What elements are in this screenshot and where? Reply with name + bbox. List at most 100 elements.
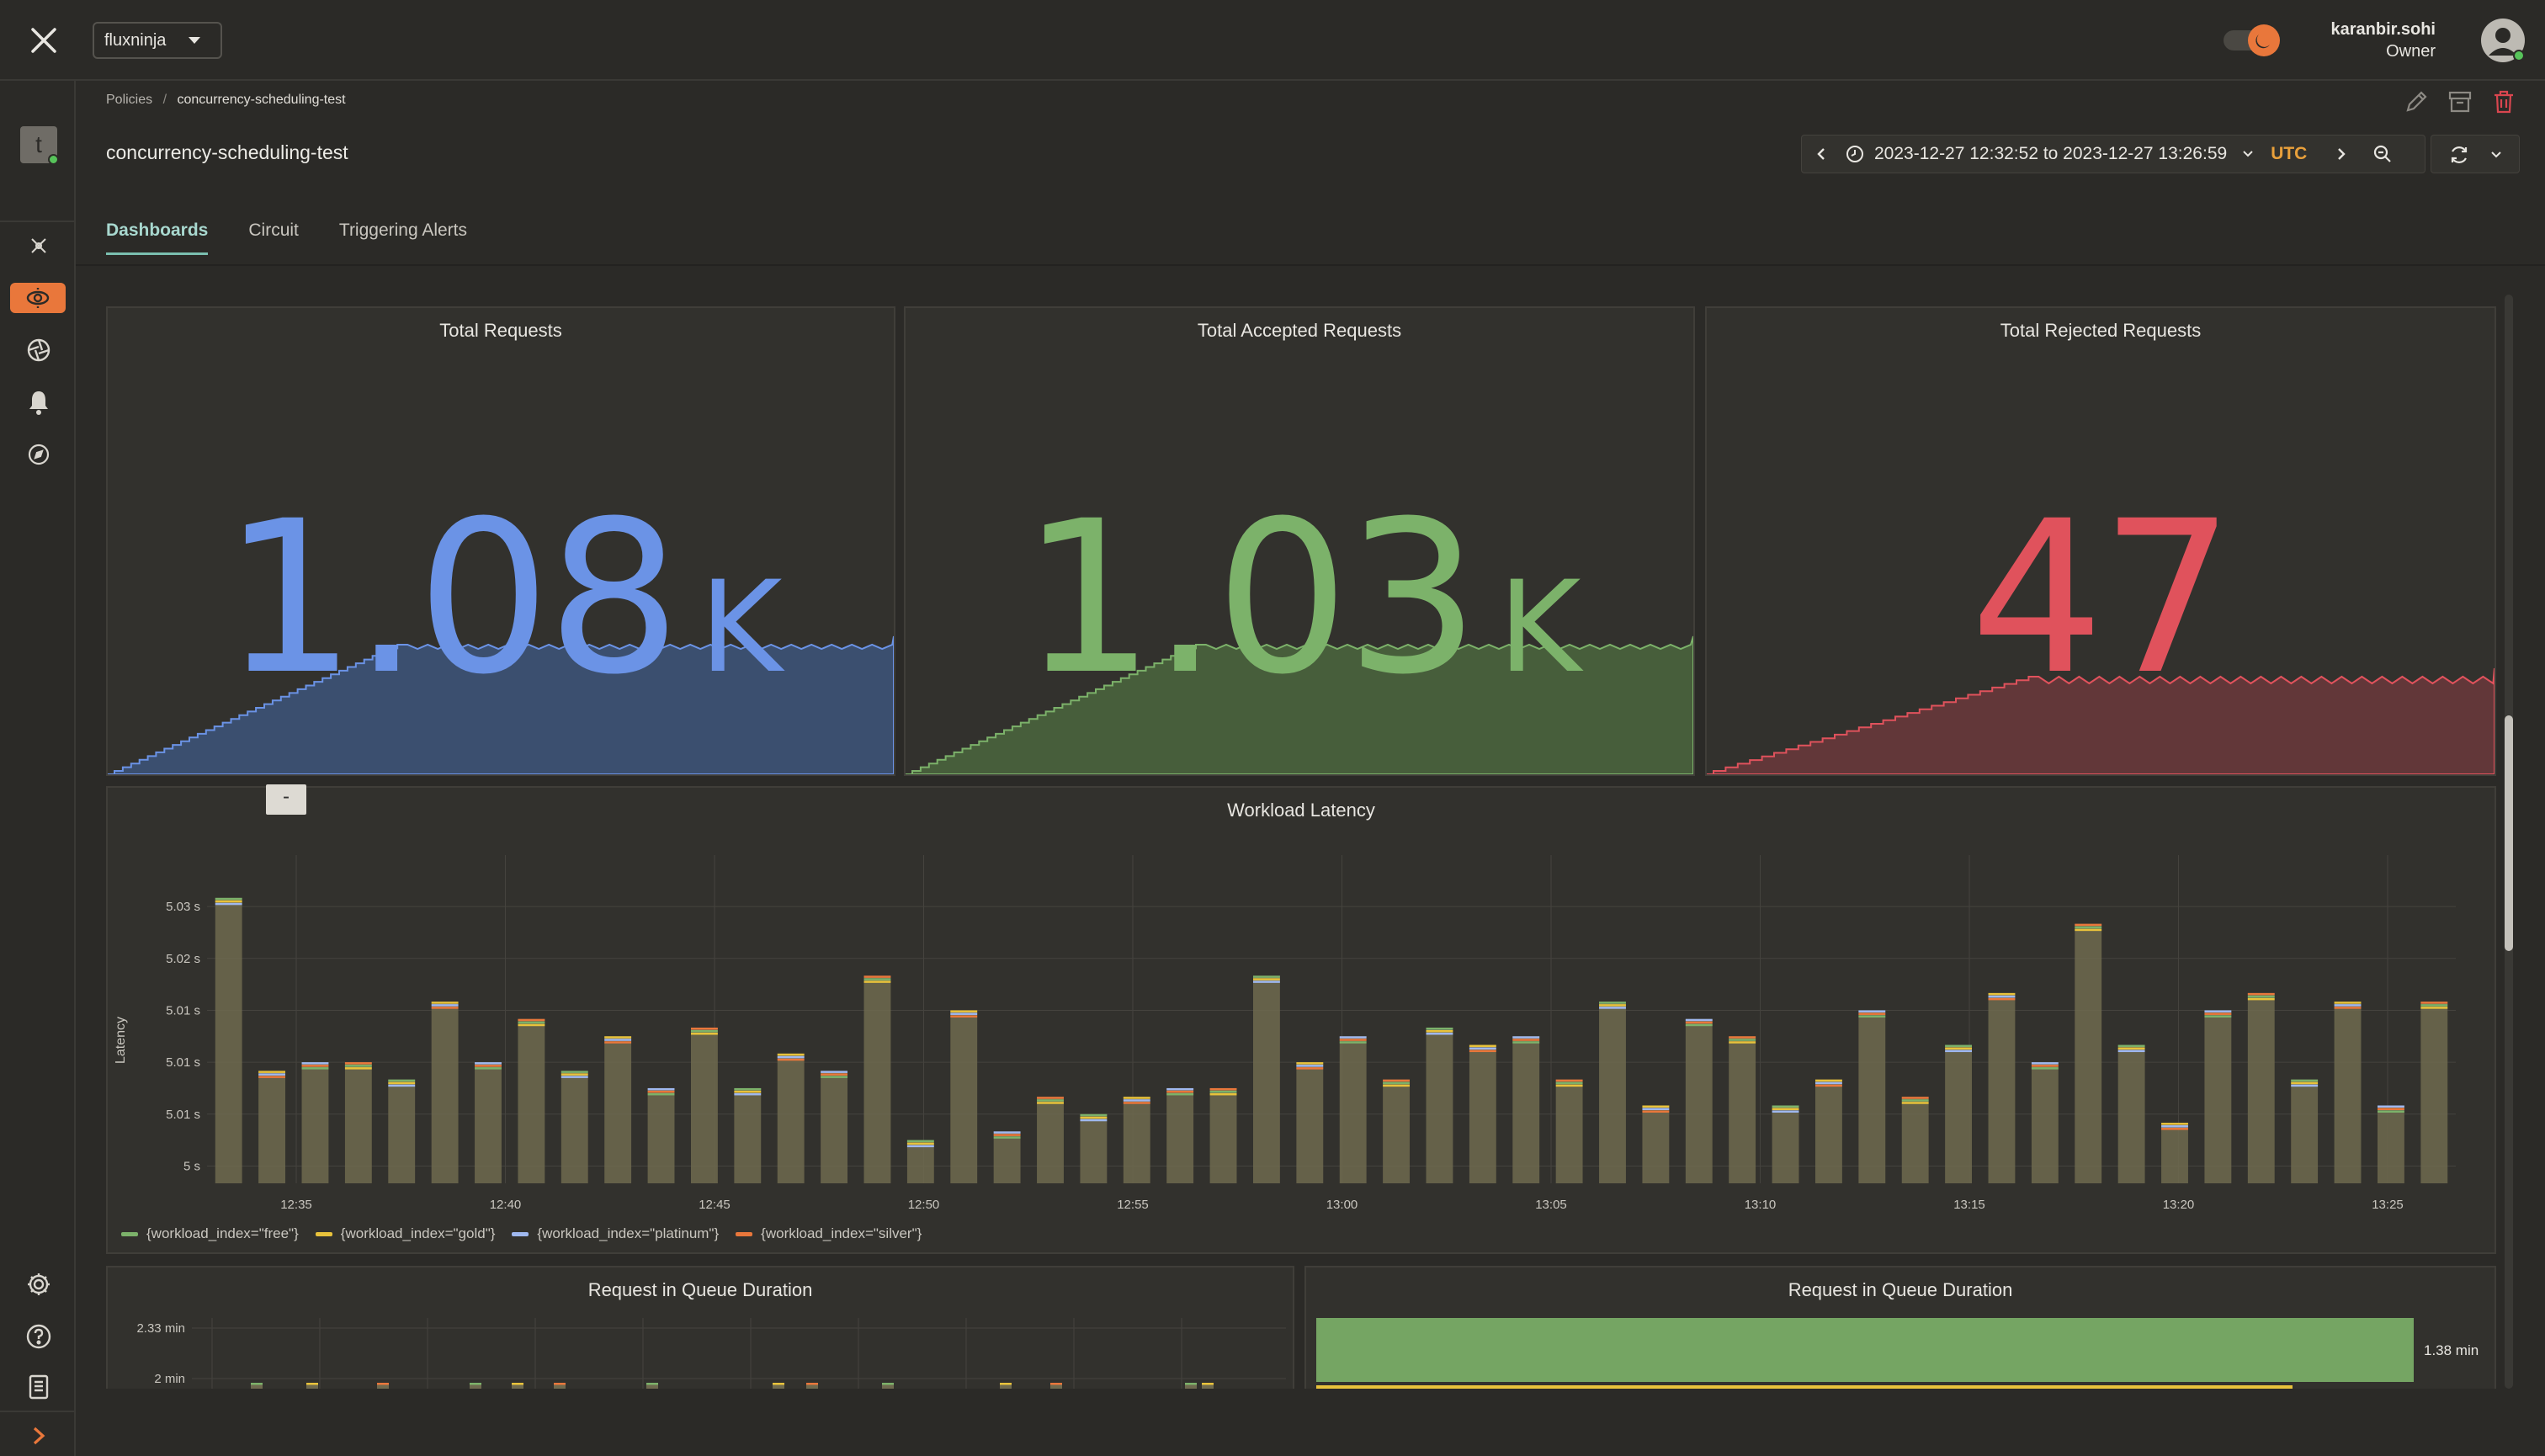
user-role: Owner xyxy=(2386,42,2436,61)
latency-bar[interactable] xyxy=(1599,1002,1626,1183)
latency-bar[interactable] xyxy=(1945,1044,1973,1183)
latency-bar[interactable] xyxy=(344,1062,372,1183)
queue-bar-free xyxy=(1316,1318,2414,1382)
delete-icon[interactable] xyxy=(2491,89,2516,114)
legend-item-free[interactable]: {workload_index="free"} xyxy=(121,1225,299,1242)
latency-bar[interactable] xyxy=(2204,1010,2232,1183)
queue-bar-chart: 1.38 min xyxy=(1316,1318,2479,1389)
latency-bar[interactable] xyxy=(1512,1036,1540,1183)
latency-bar[interactable] xyxy=(2075,923,2102,1183)
latency-bar[interactable] xyxy=(301,1062,329,1183)
latency-bar[interactable] xyxy=(1901,1097,1929,1183)
collapse-button[interactable]: - xyxy=(266,784,306,815)
latency-bar[interactable] xyxy=(2377,1105,2404,1184)
legend-item-silver[interactable]: {workload_index="silver"} xyxy=(736,1225,922,1242)
latency-bar[interactable] xyxy=(388,1079,416,1183)
sidebar-item-help[interactable] xyxy=(20,1320,57,1353)
online-status-icon xyxy=(2513,50,2525,61)
org-select[interactable]: fluxninja xyxy=(93,22,222,59)
latency-bar[interactable] xyxy=(993,1131,1021,1183)
latency-bar[interactable] xyxy=(1383,1079,1411,1183)
latency-bar[interactable] xyxy=(1339,1036,1367,1183)
latency-bar[interactable] xyxy=(2334,1002,2362,1183)
edit-icon[interactable] xyxy=(2404,89,2429,114)
latency-bar[interactable] xyxy=(906,1140,934,1183)
latency-series-mark xyxy=(1426,1033,1453,1035)
latency-bar[interactable] xyxy=(561,1071,588,1183)
latency-bar[interactable] xyxy=(1469,1044,1496,1183)
close-icon[interactable] xyxy=(25,22,62,59)
latency-bar[interactable] xyxy=(2420,1002,2448,1183)
latency-bar[interactable] xyxy=(1814,1079,1842,1183)
theme-toggle[interactable] xyxy=(2222,24,2286,57)
latency-bar[interactable] xyxy=(1555,1079,1583,1183)
latency-bar[interactable] xyxy=(1123,1097,1150,1183)
chevron-down-icon[interactable] xyxy=(2490,151,2502,159)
latency-series-mark xyxy=(2075,928,2102,932)
sidebar-item-settings[interactable] xyxy=(20,1267,57,1301)
latency-bar[interactable] xyxy=(950,1010,978,1183)
workspace-avatar[interactable]: t xyxy=(20,126,59,165)
sidebar-item-alerts[interactable] xyxy=(20,385,57,419)
latency-bar[interactable] xyxy=(1037,1097,1064,1183)
latency-bar[interactable] xyxy=(777,1053,805,1183)
latency-bar[interactable] xyxy=(2031,1062,2059,1183)
queue-series-mark xyxy=(1050,1383,1062,1385)
chevron-left-icon[interactable] xyxy=(1815,146,1827,162)
latency-bar[interactable] xyxy=(2291,1079,2319,1183)
tab-circuit[interactable]: Circuit xyxy=(248,221,299,240)
tab-triggering-alerts[interactable]: Triggering Alerts xyxy=(338,221,468,240)
latency-bar[interactable] xyxy=(734,1087,762,1183)
latency-bar[interactable] xyxy=(2117,1044,2145,1183)
latency-bar[interactable] xyxy=(1166,1087,1194,1183)
latency-bar[interactable] xyxy=(215,897,242,1183)
queue-bar-value-label: 1.38 min xyxy=(2424,1342,2479,1358)
latency-bar[interactable] xyxy=(1772,1105,1799,1184)
latency-bar[interactable] xyxy=(690,1028,718,1183)
latency-bar[interactable] xyxy=(258,1071,286,1183)
latency-bar[interactable] xyxy=(1252,975,1280,1183)
sidebar-item-services[interactable] xyxy=(20,229,57,263)
breadcrumb-policies-link[interactable]: Policies xyxy=(106,93,153,107)
latency-bar[interactable] xyxy=(1988,992,2016,1183)
latency-bar[interactable] xyxy=(2247,992,2275,1183)
queue-bar xyxy=(470,1384,481,1389)
latency-bar[interactable] xyxy=(1080,1113,1108,1183)
scrollbar-thumb[interactable] xyxy=(2505,715,2513,951)
legend-item-platinum[interactable]: {workload_index="platinum"} xyxy=(512,1225,719,1242)
tab-dashboards[interactable]: Dashboards xyxy=(106,221,209,255)
latency-bar[interactable] xyxy=(431,1002,459,1183)
queue-series-mark xyxy=(377,1383,389,1385)
sidebar-item-docs[interactable] xyxy=(20,1370,57,1404)
latency-series-mark xyxy=(604,1039,632,1041)
latency-series-mark xyxy=(950,1012,978,1015)
latency-bar[interactable] xyxy=(1209,1087,1237,1183)
latency-bar[interactable] xyxy=(604,1036,632,1183)
latency-bar[interactable] xyxy=(2161,1123,2188,1183)
time-range-text[interactable]: 2023-12-27 12:32:52 to 2023-12-27 13:26:… xyxy=(1874,144,2228,163)
latency-bar[interactable] xyxy=(1858,1010,1886,1183)
latency-bar[interactable] xyxy=(475,1062,502,1183)
latency-bar[interactable] xyxy=(1685,1018,1713,1183)
sidebar-item-policies[interactable] xyxy=(10,283,66,313)
timezone-label[interactable]: UTC xyxy=(2271,144,2308,163)
chevron-down-icon[interactable] xyxy=(2242,150,2254,158)
page-scrollbar[interactable] xyxy=(2505,295,2513,1389)
latency-bar[interactable] xyxy=(1642,1105,1670,1184)
user-info[interactable]: karanbir.sohi Owner xyxy=(2331,19,2436,62)
archive-icon[interactable] xyxy=(2447,89,2473,114)
latency-bar[interactable] xyxy=(647,1087,675,1183)
latency-bar[interactable] xyxy=(863,975,891,1183)
latency-bar[interactable] xyxy=(518,1018,545,1183)
latency-bar[interactable] xyxy=(821,1071,848,1183)
zoom-out-icon[interactable] xyxy=(2372,144,2393,164)
latency-bar[interactable] xyxy=(1296,1062,1324,1183)
sidebar-expand-button[interactable] xyxy=(20,1419,57,1453)
chevron-right-icon[interactable] xyxy=(2335,146,2347,162)
latency-bar[interactable] xyxy=(1426,1028,1453,1183)
refresh-icon[interactable] xyxy=(2448,144,2470,166)
sidebar-item-explore[interactable] xyxy=(20,438,57,471)
latency-bar[interactable] xyxy=(1729,1036,1756,1183)
sidebar-item-flows[interactable] xyxy=(20,333,57,367)
legend-item-gold[interactable]: {workload_index="gold"} xyxy=(315,1225,495,1242)
